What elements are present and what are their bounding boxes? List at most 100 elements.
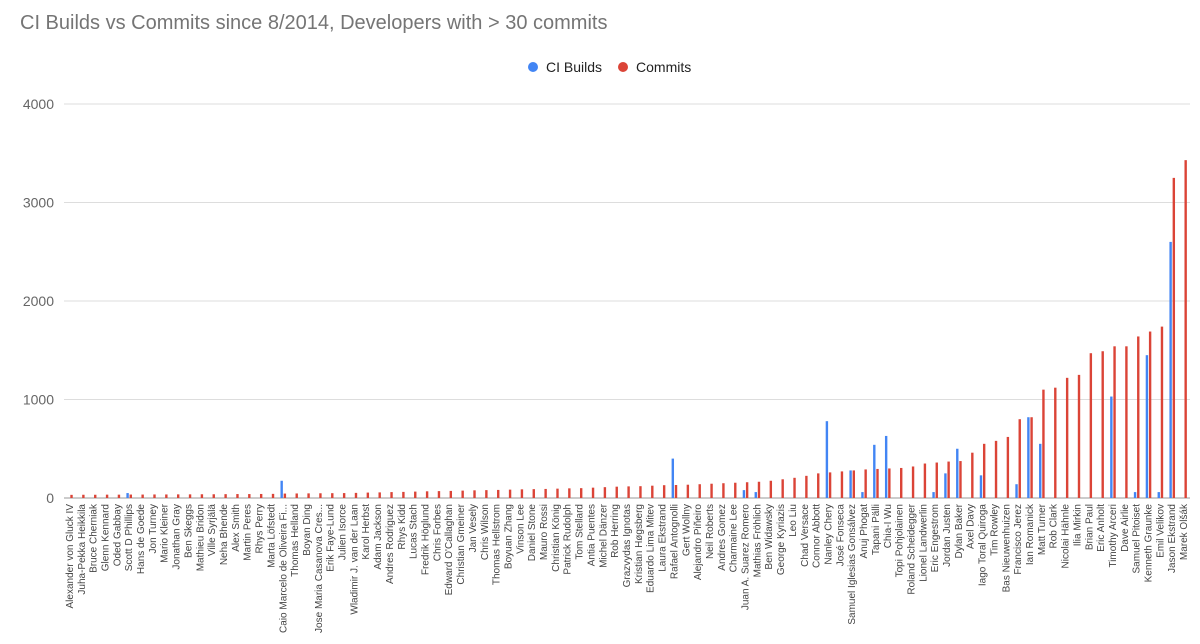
bar-commits [319, 493, 322, 498]
x-tick-label: Mario Kleiner [160, 503, 171, 563]
ci-builds-swatch [528, 62, 538, 72]
bar-commits [70, 494, 73, 498]
x-tick-label: Neil Roberts [705, 504, 716, 559]
bar-ci-builds [1157, 492, 1160, 498]
x-tick-label: Alexander von Gluck IV [65, 504, 76, 609]
chart-title: CI Builds vs Commits since 8/2014, Devel… [20, 12, 608, 34]
x-tick-label: Gert Wollny [681, 504, 692, 556]
bar-commits [224, 494, 227, 498]
bar-commits [402, 491, 405, 498]
bar-ci-builds [754, 492, 757, 498]
bar-commits [532, 489, 535, 498]
bar-commits [935, 462, 938, 498]
bar-commits [639, 486, 642, 498]
bar-commits [165, 494, 168, 498]
x-tick-label: Karol Herbst [361, 504, 372, 560]
bar-commits [1089, 353, 1093, 498]
x-tick-label: Anuj Phogat [859, 504, 870, 559]
x-tick-label: Rob Herring [610, 504, 621, 558]
bar-commits [366, 492, 370, 498]
x-tick-label: Ian Romanick [1025, 503, 1036, 565]
x-tick-label: Brian Paul [1084, 504, 1095, 550]
x-tick-label: Marek Olšák [1179, 503, 1190, 560]
x-tick-label: Daniel Stone [527, 504, 538, 562]
bar-ci-builds [1015, 484, 1018, 498]
bar-commits [461, 490, 464, 498]
bar-commits [177, 494, 180, 498]
x-tick-label: Glenn Kennard [100, 504, 111, 571]
bar-commits [627, 486, 630, 498]
x-tick-label: Tapani Pälli [871, 504, 882, 555]
bar-commits [141, 494, 144, 498]
bar-commits [449, 490, 453, 498]
x-tick-label: Grazvydas Ignotas [622, 504, 633, 587]
x-tick-label: Edward O'Callaghan [444, 504, 455, 595]
bar-commits [556, 488, 559, 498]
bar-commits [888, 468, 891, 498]
bar-commits [1148, 331, 1152, 498]
bar-commits [923, 463, 927, 498]
bar-commits [1125, 346, 1128, 498]
x-tick-label: Boyuan Zhang [503, 504, 514, 569]
x-tick-label: Chia-I Wu [883, 504, 894, 548]
legend-item-commits[interactable]: Commits [618, 59, 691, 75]
x-tick-label: Alex Smith [231, 504, 242, 552]
bar-commits [1160, 326, 1164, 498]
bar-ci-builds [1039, 443, 1042, 498]
x-tick-label: Chris Forbes [432, 504, 443, 561]
x-tick-label: Jon Turney [148, 504, 159, 553]
x-tick-label: Chad Versace [800, 504, 811, 567]
x-tick-label: Boyan Ding [302, 504, 313, 556]
x-tick-label: Ilia Mirkin [1072, 504, 1083, 546]
bar-commits [1042, 389, 1045, 498]
bar-commits [971, 452, 974, 498]
x-tick-label: Axel Davy [966, 504, 977, 549]
bar-ci-builds [944, 473, 947, 498]
bar-ci-builds [956, 448, 959, 498]
x-tick-label: Roland Scheidegger [906, 503, 917, 594]
x-tick-label: Eric Engestrom [930, 504, 941, 572]
bar-commits [485, 490, 488, 498]
x-tick-label: Nanley Chery [823, 504, 834, 565]
x-tick-label: Andres Rodriguez [385, 504, 396, 584]
x-tick-label: Francisco Jerez [1013, 504, 1024, 575]
x-tick-label: Eduardo Lima Mitev [646, 504, 657, 593]
x-tick-label: Alejandro Piñeiro [693, 504, 704, 581]
bar-commits [757, 481, 761, 498]
x-tick-label: Thomas Helland [290, 504, 301, 577]
bar-commits [307, 493, 310, 498]
bar-commits [497, 489, 500, 498]
x-tick-label: Tim Rowley [989, 504, 1000, 556]
bar-commits [734, 482, 737, 498]
x-tick-label: Rhys Perry [255, 504, 266, 553]
x-tick-label: Mathias Fröhlich [752, 504, 763, 577]
x-tick-label: Bas Nieuwenhuizen [1001, 504, 1012, 592]
bar-commits [82, 494, 85, 498]
bar-commits [1065, 377, 1069, 498]
bar-commits [651, 485, 654, 498]
bar-commits [686, 484, 690, 498]
x-tick-label: Hans de Goede [136, 504, 147, 574]
x-tick-label: Emil Velikov [1155, 504, 1166, 558]
bar-commits [283, 493, 287, 498]
bar-ci-builds [873, 444, 876, 498]
x-tick-label: Jonathan Gray [172, 504, 183, 570]
legend-item-ci-builds[interactable]: CI Builds [528, 59, 602, 75]
bar-commits [1172, 177, 1176, 498]
bar-commits [615, 486, 618, 498]
bar-ci-builds [126, 493, 129, 498]
x-tick-label: Scott D Phillips [124, 504, 135, 571]
x-tick-label: Rob Clark [1049, 503, 1060, 548]
x-tick-label: Erik Faye-Lund [326, 504, 337, 572]
x-tick-label: Matt Turner [1037, 503, 1048, 555]
bar-ci-builds [1133, 492, 1137, 498]
x-tick-label: Dylan Baker [954, 503, 965, 558]
bar-ci-builds [280, 480, 283, 498]
bar-commits [1113, 346, 1116, 498]
bar-commits [710, 483, 713, 498]
bar-commits [331, 493, 334, 498]
bar-commits [1054, 387, 1057, 498]
x-tick-label: Iago Toral Quiroga [978, 504, 989, 587]
bar-commits [579, 488, 583, 498]
bar-commits [354, 492, 358, 498]
